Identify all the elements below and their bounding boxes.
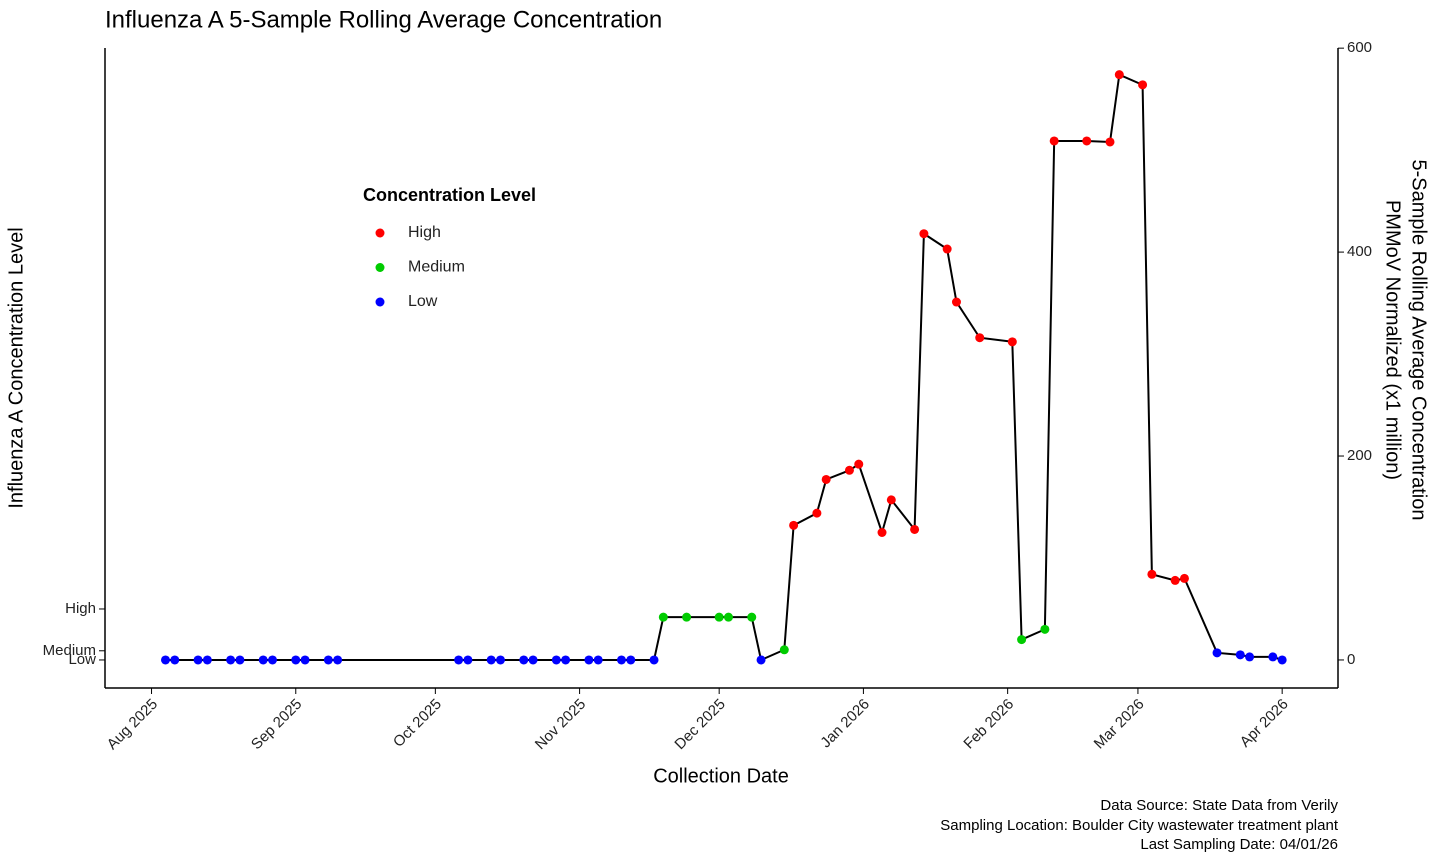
point <box>877 528 887 538</box>
x-tick-label: Mar 2026 <box>1091 696 1148 753</box>
point <box>975 333 985 343</box>
x-tick-label: Sep 2025 <box>248 696 305 753</box>
point <box>1040 624 1050 634</box>
y2-tick-label: 400 <box>1347 243 1372 260</box>
point <box>528 655 538 665</box>
point <box>919 229 929 239</box>
y-tick-label: Medium <box>43 642 96 659</box>
legend-label: Medium <box>408 259 465 276</box>
point <box>649 655 659 665</box>
point <box>1138 80 1148 90</box>
point <box>658 612 668 622</box>
point <box>1212 648 1222 658</box>
y2-axis-label: 5-Sample Rolling Average Concentration <box>1408 160 1430 521</box>
point <box>626 655 636 665</box>
legend-label: High <box>408 224 441 241</box>
point <box>779 645 789 655</box>
point <box>323 655 333 665</box>
x-tick-label: Apr 2026 <box>1237 696 1292 751</box>
line <box>165 73 1283 662</box>
point <box>193 655 203 665</box>
point <box>1049 136 1059 146</box>
y2-axis-label: PMMoV Normalized (x1 million) <box>1382 200 1404 480</box>
point <box>454 655 464 665</box>
x-tick-label: Dec 2025 <box>671 696 728 753</box>
point <box>584 655 594 665</box>
point <box>682 612 692 622</box>
point <box>1082 136 1092 146</box>
point <box>714 612 724 622</box>
legend-marker <box>375 228 385 238</box>
point <box>300 655 310 665</box>
point <box>1017 635 1027 645</box>
point <box>519 655 529 665</box>
chart-title: Influenza A 5-Sample Rolling Average Con… <box>105 6 662 33</box>
point <box>486 655 496 665</box>
x-tick-label: Jan 2026 <box>817 696 873 752</box>
point <box>1277 655 1287 665</box>
legend-label: Low <box>408 293 438 310</box>
y2-tick-label: 0 <box>1347 651 1355 668</box>
point <box>1268 652 1278 662</box>
x-tick-label: Aug 2025 <box>104 696 161 753</box>
x-tick-label: Nov 2025 <box>532 696 589 753</box>
point <box>821 474 831 484</box>
point <box>291 655 301 665</box>
y2-tick-label: 200 <box>1347 447 1372 464</box>
point <box>268 655 278 665</box>
point <box>561 655 571 665</box>
point <box>258 655 268 665</box>
point <box>1147 569 1157 579</box>
point <box>170 655 180 665</box>
point <box>844 465 854 475</box>
point <box>235 655 245 665</box>
point <box>160 655 170 665</box>
point <box>942 244 952 254</box>
point <box>1105 137 1115 147</box>
legend-marker <box>375 263 385 272</box>
legend-title: Concentration Level <box>363 185 536 205</box>
point <box>910 524 920 534</box>
x-axis-label: Collection Date <box>653 765 789 787</box>
point <box>495 655 505 665</box>
point <box>1114 70 1124 80</box>
point <box>747 612 757 622</box>
point <box>723 612 733 622</box>
y2-tick-label: 600 <box>1347 39 1372 56</box>
point <box>1170 575 1180 585</box>
caption: Data Source: State Data from Verily <box>1100 797 1338 814</box>
y-axis-label: Influenza A Concentration Level <box>5 227 27 508</box>
legend-marker <box>375 297 385 307</box>
point <box>593 655 603 665</box>
point <box>886 495 896 505</box>
point <box>226 655 236 665</box>
point <box>1245 652 1255 662</box>
point <box>812 508 822 518</box>
y-tick-label: High <box>65 600 96 617</box>
point <box>1179 573 1189 583</box>
x-tick-label: Feb 2026 <box>960 696 1017 753</box>
point <box>551 655 561 665</box>
point <box>616 655 626 665</box>
point <box>756 655 766 665</box>
x-tick-label: Oct 2025 <box>390 696 445 751</box>
point <box>789 520 799 530</box>
point <box>202 655 212 665</box>
point <box>951 297 961 307</box>
caption: Sampling Location: Boulder City wastewat… <box>940 817 1339 834</box>
y-tick-label: Low <box>68 651 96 668</box>
point <box>1007 337 1017 347</box>
point <box>854 459 864 469</box>
point <box>463 655 473 665</box>
caption: Last Sampling Date: 04/01/26 <box>1140 836 1338 853</box>
point <box>333 655 343 665</box>
point <box>1235 650 1245 660</box>
